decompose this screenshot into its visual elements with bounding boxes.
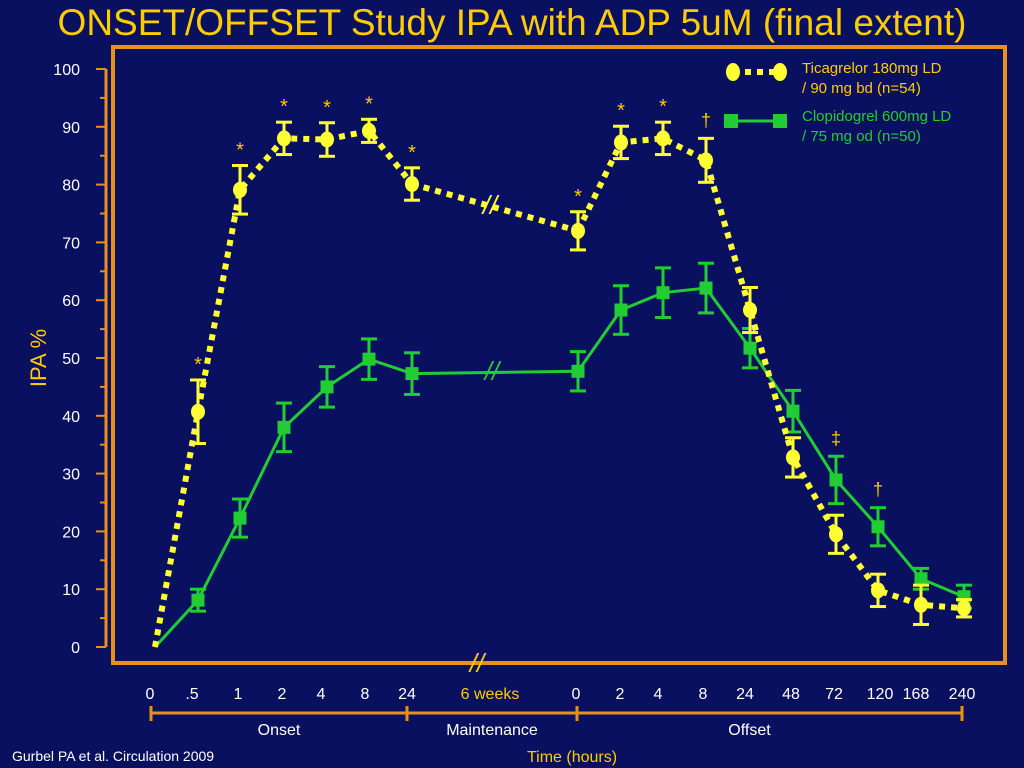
ticagrelor-significance-mark: † (701, 110, 711, 130)
y-tick-label: 60 (62, 293, 80, 310)
clopidogrel-point (571, 364, 585, 378)
x-tick-label: 168 (903, 686, 930, 703)
ticagrelor-point (786, 449, 800, 466)
ticagrelor-significance-mark: * (236, 140, 244, 162)
y-tick-label: 80 (62, 178, 80, 195)
x-tick-label: 4 (317, 686, 326, 703)
ticagrelor-significance-mark: * (194, 354, 202, 376)
legend-ticagrelor-text: / 90 mg bd (n=54) (802, 80, 921, 97)
x-tick-label: 1 (234, 686, 243, 703)
clopidogrel-point (699, 281, 713, 295)
y-tick-label: 90 (62, 120, 80, 137)
x-tick-label: 0 (146, 686, 155, 703)
x-tick-label: 0 (572, 686, 581, 703)
clopidogrel-point (743, 341, 757, 355)
ticagrelor-significance-mark: * (659, 96, 667, 118)
clopidogrel-point (871, 520, 885, 534)
clopidogrel-point (829, 473, 843, 487)
clopidogrel-line-offset (576, 286, 965, 599)
phase-label: Offset (728, 722, 771, 739)
legend-clopidogrel-marker (724, 114, 738, 128)
clopidogrel-line-maintenance (411, 369, 579, 376)
ticagrelor-point (277, 130, 291, 147)
y-tick-label: 50 (62, 351, 80, 368)
clopidogrel-significance-mark: ‡ (831, 428, 841, 448)
ticagrelor-line-onset (152, 127, 415, 648)
clopidogrel-point (656, 286, 670, 300)
y-tick-label: 10 (62, 582, 80, 599)
ticagrelor-line-offset (575, 135, 965, 612)
clopidogrel-point (614, 303, 628, 317)
ticagrelor-significance-mark: * (617, 100, 625, 122)
citation: Gurbel PA et al. Circulation 2009 (12, 748, 215, 764)
ticagrelor-line-maintenance (411, 181, 579, 234)
x-axis-label: Time (hours) (527, 749, 617, 766)
ticagrelor-point (957, 600, 971, 617)
legend-ticagrelor-text: Ticagrelor 180mg LD (802, 60, 942, 77)
ticagrelor-point (191, 403, 205, 420)
ticagrelor-point (571, 222, 585, 239)
y-tick-label: 0 (71, 640, 80, 657)
ticagrelor-point (362, 122, 376, 139)
clopidogrel-point (786, 404, 800, 418)
clopidogrel-point (914, 572, 928, 586)
x-tick-label: 8 (361, 686, 370, 703)
ticagrelor-point (743, 302, 757, 319)
clopidogrel-point (191, 593, 205, 607)
x-tick-label: 24 (736, 686, 754, 703)
legend-ticagrelor-marker (773, 63, 787, 81)
plot-frame (111, 45, 1007, 665)
legend-clopidogrel-marker (773, 114, 787, 128)
x-tick-label: 4 (654, 686, 663, 703)
legend-ticagrelor-marker (726, 63, 740, 81)
x-tick-label: 8 (699, 686, 708, 703)
ticagrelor-break-mark: // (481, 190, 500, 220)
legend-clopidogrel-text: Clopidogrel 600mg LD (802, 108, 951, 125)
y-tick-label: 100 (53, 62, 80, 79)
ticagrelor-point (699, 152, 713, 169)
chart-title: ONSET/OFFSET Study IPA with ADP 5uM (fin… (57, 2, 967, 43)
ticagrelor-point (320, 131, 334, 148)
x-axis-break-mark: // (468, 648, 487, 678)
clopidogrel-point (362, 352, 376, 366)
ticagrelor-significance-mark: * (280, 96, 288, 118)
clopidogrel-point (277, 420, 291, 434)
y-axis-label: IPA % (26, 329, 51, 387)
ticagrelor-significance-mark: * (408, 142, 416, 164)
x-tick-label: 2 (278, 686, 287, 703)
x-tick-label: 120 (867, 686, 894, 703)
ticagrelor-point (829, 526, 843, 543)
ticagrelor-significance-mark: * (365, 93, 373, 115)
clopidogrel-point (405, 367, 419, 381)
legend-clopidogrel-text: / 75 mg od (n=50) (802, 128, 921, 145)
x-tick-label: 240 (949, 686, 976, 703)
ticagrelor-point (614, 134, 628, 151)
ticagrelor-significance-mark: * (323, 97, 331, 119)
x-tick-label: .5 (185, 686, 198, 703)
x-tick-label: 72 (825, 686, 843, 703)
clopidogrel-break-mark: // (483, 356, 502, 386)
phase-label: Maintenance (446, 722, 538, 739)
ticagrelor-point (914, 596, 928, 613)
clopidogrel-point (233, 511, 247, 525)
x-tick-label: 48 (782, 686, 800, 703)
ticagrelor-point (871, 582, 885, 599)
x-tick-label: 2 (616, 686, 625, 703)
y-tick-label: 20 (62, 524, 80, 541)
y-tick-label: 70 (62, 235, 80, 252)
ticagrelor-point (656, 130, 670, 147)
ticagrelor-point (405, 176, 419, 193)
x-tick-label: 24 (398, 686, 416, 703)
ticagrelor-point (233, 181, 247, 198)
clopidogrel-significance-mark: † (873, 480, 883, 500)
y-tick-label: 40 (62, 409, 80, 426)
phase-label: Onset (258, 722, 301, 739)
clopidogrel-point (320, 380, 334, 394)
ticagrelor-significance-mark: * (574, 186, 582, 208)
y-tick-label: 30 (62, 467, 80, 484)
x-tick-label-maintenance: 6 weeks (461, 686, 520, 703)
